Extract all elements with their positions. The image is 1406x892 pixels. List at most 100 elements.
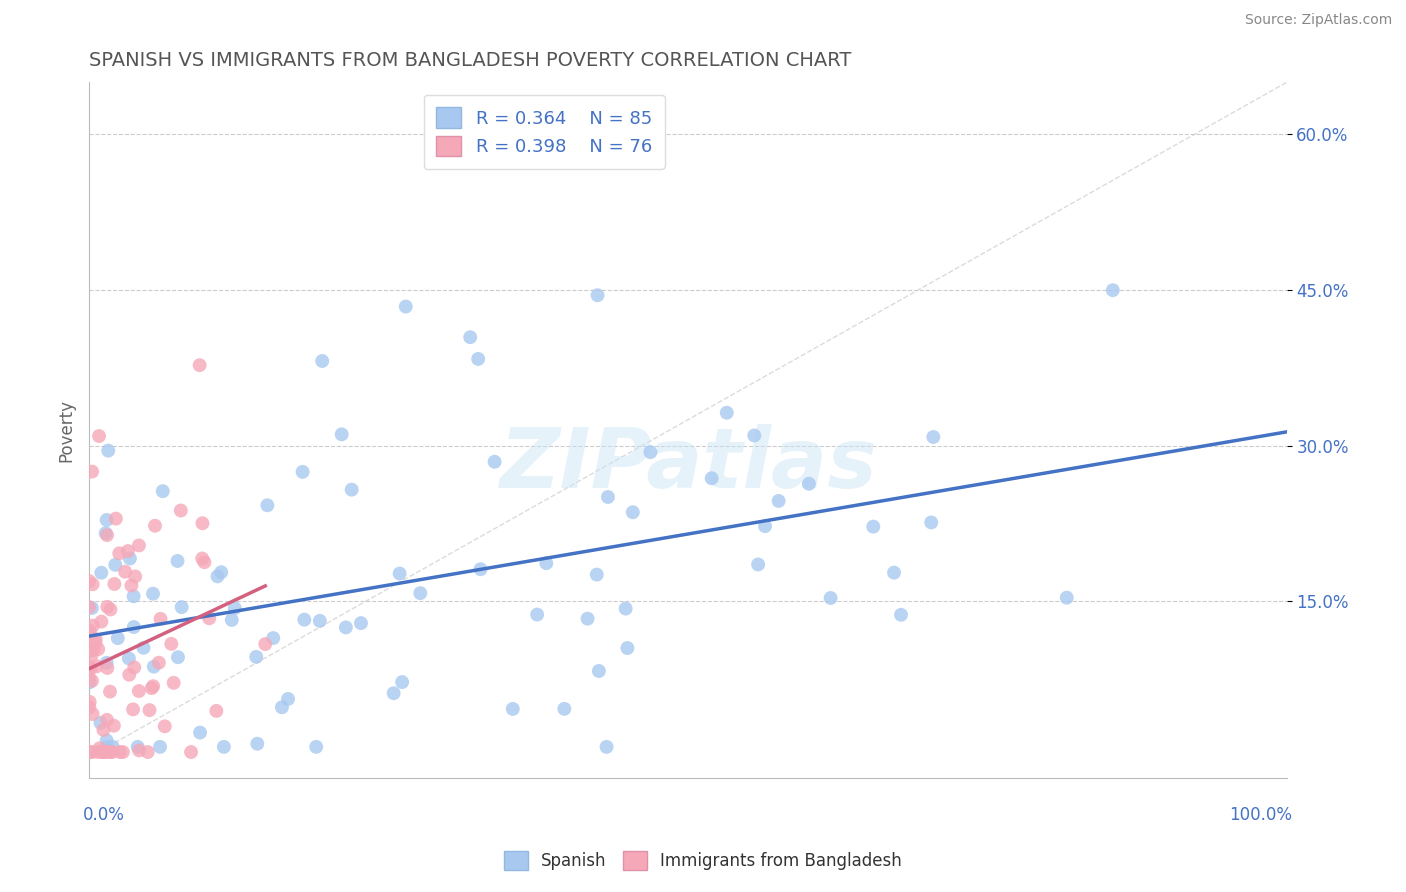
Point <box>96 656 118 670</box>
Point <box>142 587 165 601</box>
Point <box>470 562 492 576</box>
Point <box>262 631 284 645</box>
Point <box>205 704 228 718</box>
Point <box>79 675 101 690</box>
Point <box>128 684 150 698</box>
Point <box>94 526 117 541</box>
Point <box>93 745 115 759</box>
Point <box>114 565 136 579</box>
Point <box>160 637 183 651</box>
Point <box>311 354 333 368</box>
Point <box>768 494 790 508</box>
Point <box>198 611 221 625</box>
Point <box>97 443 120 458</box>
Point <box>149 612 172 626</box>
Point <box>104 558 127 572</box>
Point <box>862 519 884 533</box>
Point <box>395 300 418 314</box>
Point <box>138 703 160 717</box>
Point <box>340 483 363 497</box>
Point <box>93 723 115 737</box>
Text: 100.0%: 100.0% <box>1230 805 1292 824</box>
Point <box>80 745 103 759</box>
Point <box>107 631 129 645</box>
Point <box>576 612 599 626</box>
Point <box>84 632 107 647</box>
Point <box>291 465 314 479</box>
Point <box>245 649 267 664</box>
Point <box>754 519 776 533</box>
Point <box>191 551 214 566</box>
Point <box>596 490 619 504</box>
Point <box>98 684 121 698</box>
Point <box>124 569 146 583</box>
Point <box>128 538 150 552</box>
Point <box>122 589 145 603</box>
Point <box>212 739 235 754</box>
Point <box>96 599 118 614</box>
Point <box>101 739 124 754</box>
Point <box>188 358 211 372</box>
Point <box>100 602 122 616</box>
Point <box>96 739 118 754</box>
Point <box>96 713 118 727</box>
Point <box>117 544 139 558</box>
Point <box>616 641 638 656</box>
Point <box>922 430 945 444</box>
Point <box>350 616 373 631</box>
Point <box>82 707 104 722</box>
Point <box>101 745 124 759</box>
Point <box>191 516 214 531</box>
Point <box>108 745 131 759</box>
Point <box>700 471 723 485</box>
Point <box>588 664 610 678</box>
Point <box>820 591 842 605</box>
Point <box>163 676 186 690</box>
Point <box>143 518 166 533</box>
Point <box>79 745 101 759</box>
Point <box>170 600 193 615</box>
Point <box>920 516 942 530</box>
Point <box>742 428 765 442</box>
Y-axis label: Poverty: Poverty <box>58 399 75 462</box>
Point <box>526 607 548 622</box>
Point <box>103 577 125 591</box>
Point <box>621 505 644 519</box>
Point <box>1056 591 1078 605</box>
Point <box>79 624 101 638</box>
Point <box>409 586 432 600</box>
Point <box>80 673 103 688</box>
Point <box>82 577 104 591</box>
Point <box>77 671 100 685</box>
Point <box>83 642 105 657</box>
Point <box>152 484 174 499</box>
Point <box>330 427 353 442</box>
Point <box>108 546 131 560</box>
Point <box>118 551 141 566</box>
Point <box>614 601 637 615</box>
Point <box>502 702 524 716</box>
Text: SPANISH VS IMMIGRANTS FROM BANGLADESH POVERTY CORRELATION CHART: SPANISH VS IMMIGRANTS FROM BANGLADESH PO… <box>89 51 852 70</box>
Point <box>93 745 115 759</box>
Point <box>132 640 155 655</box>
Point <box>89 741 111 756</box>
Point <box>388 566 411 581</box>
Point <box>277 692 299 706</box>
Point <box>335 620 357 634</box>
Point <box>77 600 100 615</box>
Point <box>87 642 110 657</box>
Point <box>118 667 141 681</box>
Point <box>86 745 108 759</box>
Legend: Spanish, Immigrants from Bangladesh: Spanish, Immigrants from Bangladesh <box>498 844 908 877</box>
Point <box>142 679 165 693</box>
Point <box>391 675 413 690</box>
Point <box>141 681 163 695</box>
Point <box>96 528 118 542</box>
Point <box>118 651 141 665</box>
Point <box>1101 283 1123 297</box>
Point <box>104 511 127 525</box>
Point <box>80 465 103 479</box>
Point <box>467 351 489 366</box>
Point <box>167 650 190 665</box>
Point <box>256 498 278 512</box>
